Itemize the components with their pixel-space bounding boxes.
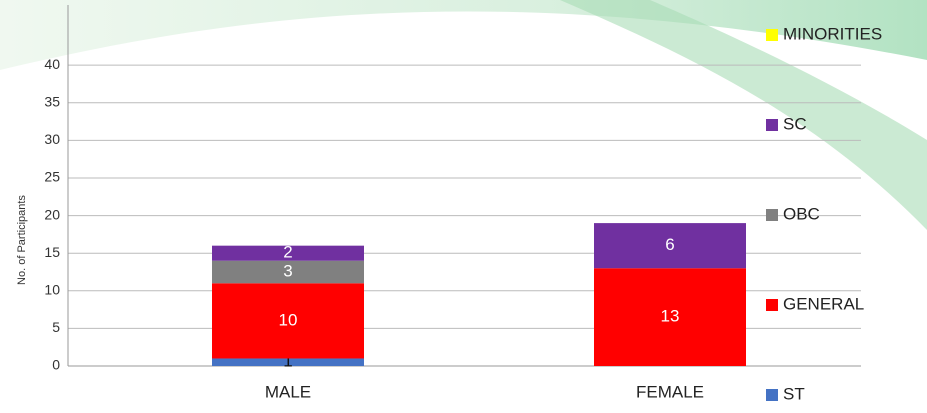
data-label: 2 <box>283 243 292 262</box>
y-tick-label: 10 <box>44 281 60 297</box>
bar-segment <box>212 260 364 284</box>
bar-segment <box>212 283 364 359</box>
bar-segment <box>594 223 746 269</box>
legend-swatch <box>766 389 778 401</box>
y-tick-label: 30 <box>44 131 60 147</box>
y-tick-label: 15 <box>44 244 60 260</box>
data-label: 6 <box>665 235 674 254</box>
legend-swatch <box>766 119 778 131</box>
legend-label: MINORITIES <box>783 24 882 43</box>
legend-swatch <box>766 299 778 311</box>
bar-segment <box>212 358 364 366</box>
legend-swatch <box>766 209 778 221</box>
bar-segment <box>594 268 746 366</box>
x-tick-label: FEMALE <box>636 382 704 401</box>
y-tick-label: 0 <box>52 357 60 373</box>
data-label: 13 <box>661 307 680 326</box>
y-tick-label: 20 <box>44 206 60 222</box>
y-tick-label: 5 <box>52 319 60 335</box>
data-label: 3 <box>283 261 292 280</box>
background-swoosh <box>560 0 927 230</box>
y-tick-label: 35 <box>44 93 60 109</box>
bar-segment <box>212 245 364 261</box>
data-label: 1 <box>283 352 292 371</box>
legend-label: GENERAL <box>783 294 864 313</box>
legend-label: SC <box>783 114 807 133</box>
legend-label: OBC <box>783 204 820 223</box>
y-axis-title: No. of Participants <box>16 195 28 285</box>
y-tick-label: 40 <box>44 56 60 72</box>
legend-label: ST <box>783 384 805 403</box>
background-swoosh <box>0 0 927 70</box>
x-tick-label: MALE <box>265 382 311 401</box>
y-tick-label: 25 <box>44 169 60 185</box>
data-label: 10 <box>279 310 298 329</box>
legend-swatch <box>766 29 778 41</box>
